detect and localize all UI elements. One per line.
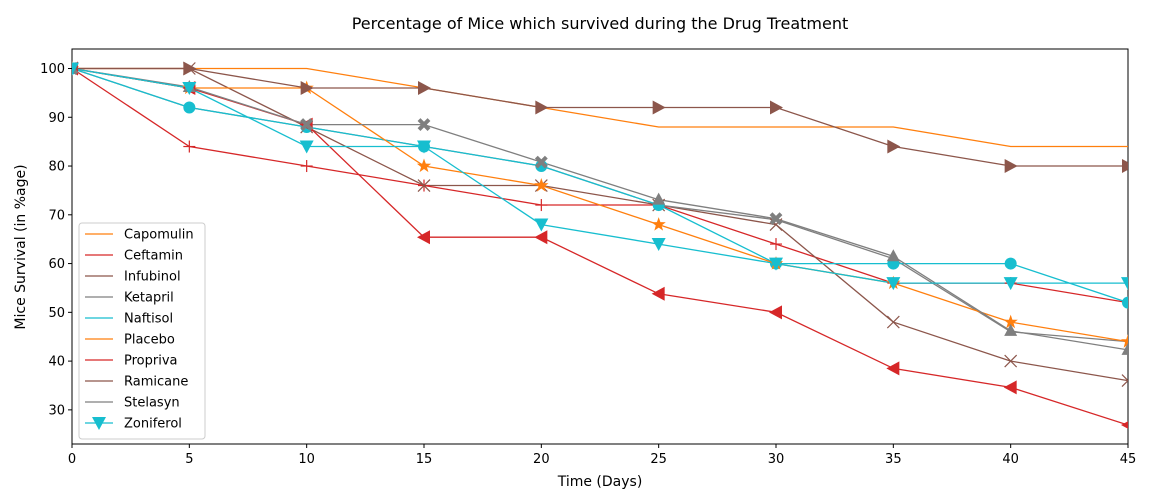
x-tick-label: 45 (1120, 452, 1137, 467)
x-tick-label: 0 (68, 452, 76, 467)
data-point-ceftamin (300, 160, 313, 173)
y-tick-label: 100 (40, 62, 65, 77)
x-tick-label: 15 (416, 452, 433, 467)
data-point-propriva (886, 361, 900, 376)
lines-layer (72, 67, 1128, 426)
data-point-zoniferol (299, 140, 314, 154)
data-point-placebo (1120, 334, 1128, 348)
data-point-infubinol (417, 179, 431, 192)
data-point-infubinol (886, 315, 900, 329)
x-tick-label: 25 (650, 452, 667, 467)
data-point-propriva (1003, 380, 1017, 395)
x-tick-label: 10 (298, 452, 315, 467)
data-point-placebo (651, 217, 666, 231)
data-point-stelasyn (652, 192, 666, 205)
y-tick-label: 80 (48, 160, 65, 175)
series-line-placebo (72, 67, 1128, 343)
markers-layer (72, 61, 1128, 429)
x-axis: 0 5 10 15 20 25 30 35 40 45 (68, 444, 1136, 467)
data-point-propriva (651, 286, 665, 301)
legend-box (78, 222, 206, 440)
data-point-ramicane (770, 100, 783, 115)
data-point-propriva (534, 230, 548, 245)
data-point-stelasyn (417, 118, 431, 132)
x-axis-label: Time (Days) (557, 474, 643, 490)
y-tick-label: 70 (48, 208, 65, 223)
series-line-infubinol (72, 67, 1128, 382)
legend-label: Capomulin (124, 228, 194, 243)
y-tick-label: 60 (48, 257, 65, 272)
data-point-zoniferol (769, 257, 783, 271)
data-point-zoniferol (72, 62, 79, 76)
data-point-placebo (534, 178, 549, 192)
data-point-naftisol (1004, 257, 1017, 270)
data-point-stelasyn (300, 118, 314, 132)
y-tick-label: 40 (48, 355, 65, 370)
data-point-stelasyn (886, 249, 900, 262)
data-point-ramicane (535, 100, 549, 115)
series-line-ramicane (72, 67, 1128, 167)
legend-label: Ceftamin (124, 249, 183, 264)
legend-label: Placebo (124, 333, 175, 348)
series-line-naftisol (72, 67, 1128, 304)
data-point-zoniferol (651, 238, 666, 252)
x-tick-label: 40 (1002, 452, 1019, 467)
data-point-zoniferol (1003, 277, 1018, 291)
data-point-infubinol (1004, 354, 1018, 368)
data-point-zoniferol (886, 277, 901, 291)
y-axis: 30 40 50 60 70 80 90 100 (40, 62, 72, 418)
legend-label: Ramicane (124, 375, 188, 390)
data-point-zoniferol (417, 140, 431, 154)
legend-label: Infubinol (124, 270, 181, 285)
legend: Capomulin Ceftamin Infubinol Ketapril Naftis… (78, 222, 206, 440)
data-point-ceftamin (535, 199, 548, 212)
data-point-propriva (769, 305, 782, 320)
data-point-ramicane (1122, 159, 1128, 174)
plot-area (71, 48, 1129, 445)
series-line-zoniferol (72, 67, 1128, 284)
data-point-stelasyn (1121, 342, 1128, 355)
data-point-ramicane (183, 61, 197, 76)
data-point-ramicane (418, 81, 431, 96)
data-point-ramicane (652, 100, 666, 115)
data-point-zoniferol (534, 218, 549, 232)
data-point-infubinol (1121, 374, 1128, 388)
data-point-stelasyn (1004, 323, 1018, 336)
y-tick-label: 50 (48, 306, 65, 321)
plot-frame (71, 48, 1129, 445)
legend-label: Zoniferol (124, 417, 182, 432)
series-line-capomulin (72, 67, 1128, 148)
series-line-stelasyn (72, 67, 1128, 351)
data-point-placebo (1003, 314, 1018, 329)
data-point-ramicane (1004, 159, 1018, 174)
x-tick-label: 5 (185, 452, 193, 467)
data-point-propriva (1121, 421, 1128, 429)
y-tick-label: 90 (48, 111, 65, 126)
x-tick-label: 35 (885, 452, 902, 467)
y-tick-label: 30 (48, 403, 65, 418)
data-point-ceftamin (770, 238, 782, 251)
x-tick-label: 20 (533, 452, 550, 467)
legend-label: Ketapril (124, 291, 174, 306)
x-tick-label: 30 (768, 452, 785, 467)
data-point-naftisol (1122, 296, 1128, 309)
legend-label: Stelasyn (124, 396, 180, 411)
legend-label: Naftisol (124, 312, 173, 327)
data-point-ramicane (300, 81, 314, 96)
data-point-zoniferol (1121, 277, 1128, 291)
legend-marker (92, 417, 106, 430)
data-point-ramicane (887, 139, 901, 154)
data-point-propriva (417, 230, 430, 245)
y-axis-label: Mice Survival (in %age) (13, 164, 29, 329)
data-point-naftisol (183, 101, 196, 114)
chart-title: Percentage of Mice which survived during… (352, 14, 849, 33)
legend-label: Propriva (124, 354, 178, 369)
data-point-stelasyn (769, 212, 783, 226)
data-point-zoniferol (182, 82, 197, 96)
series-line-propriva (72, 67, 1128, 426)
data-point-ceftamin (183, 140, 196, 153)
data-point-placebo (416, 158, 432, 173)
data-point-stelasyn (534, 155, 548, 169)
